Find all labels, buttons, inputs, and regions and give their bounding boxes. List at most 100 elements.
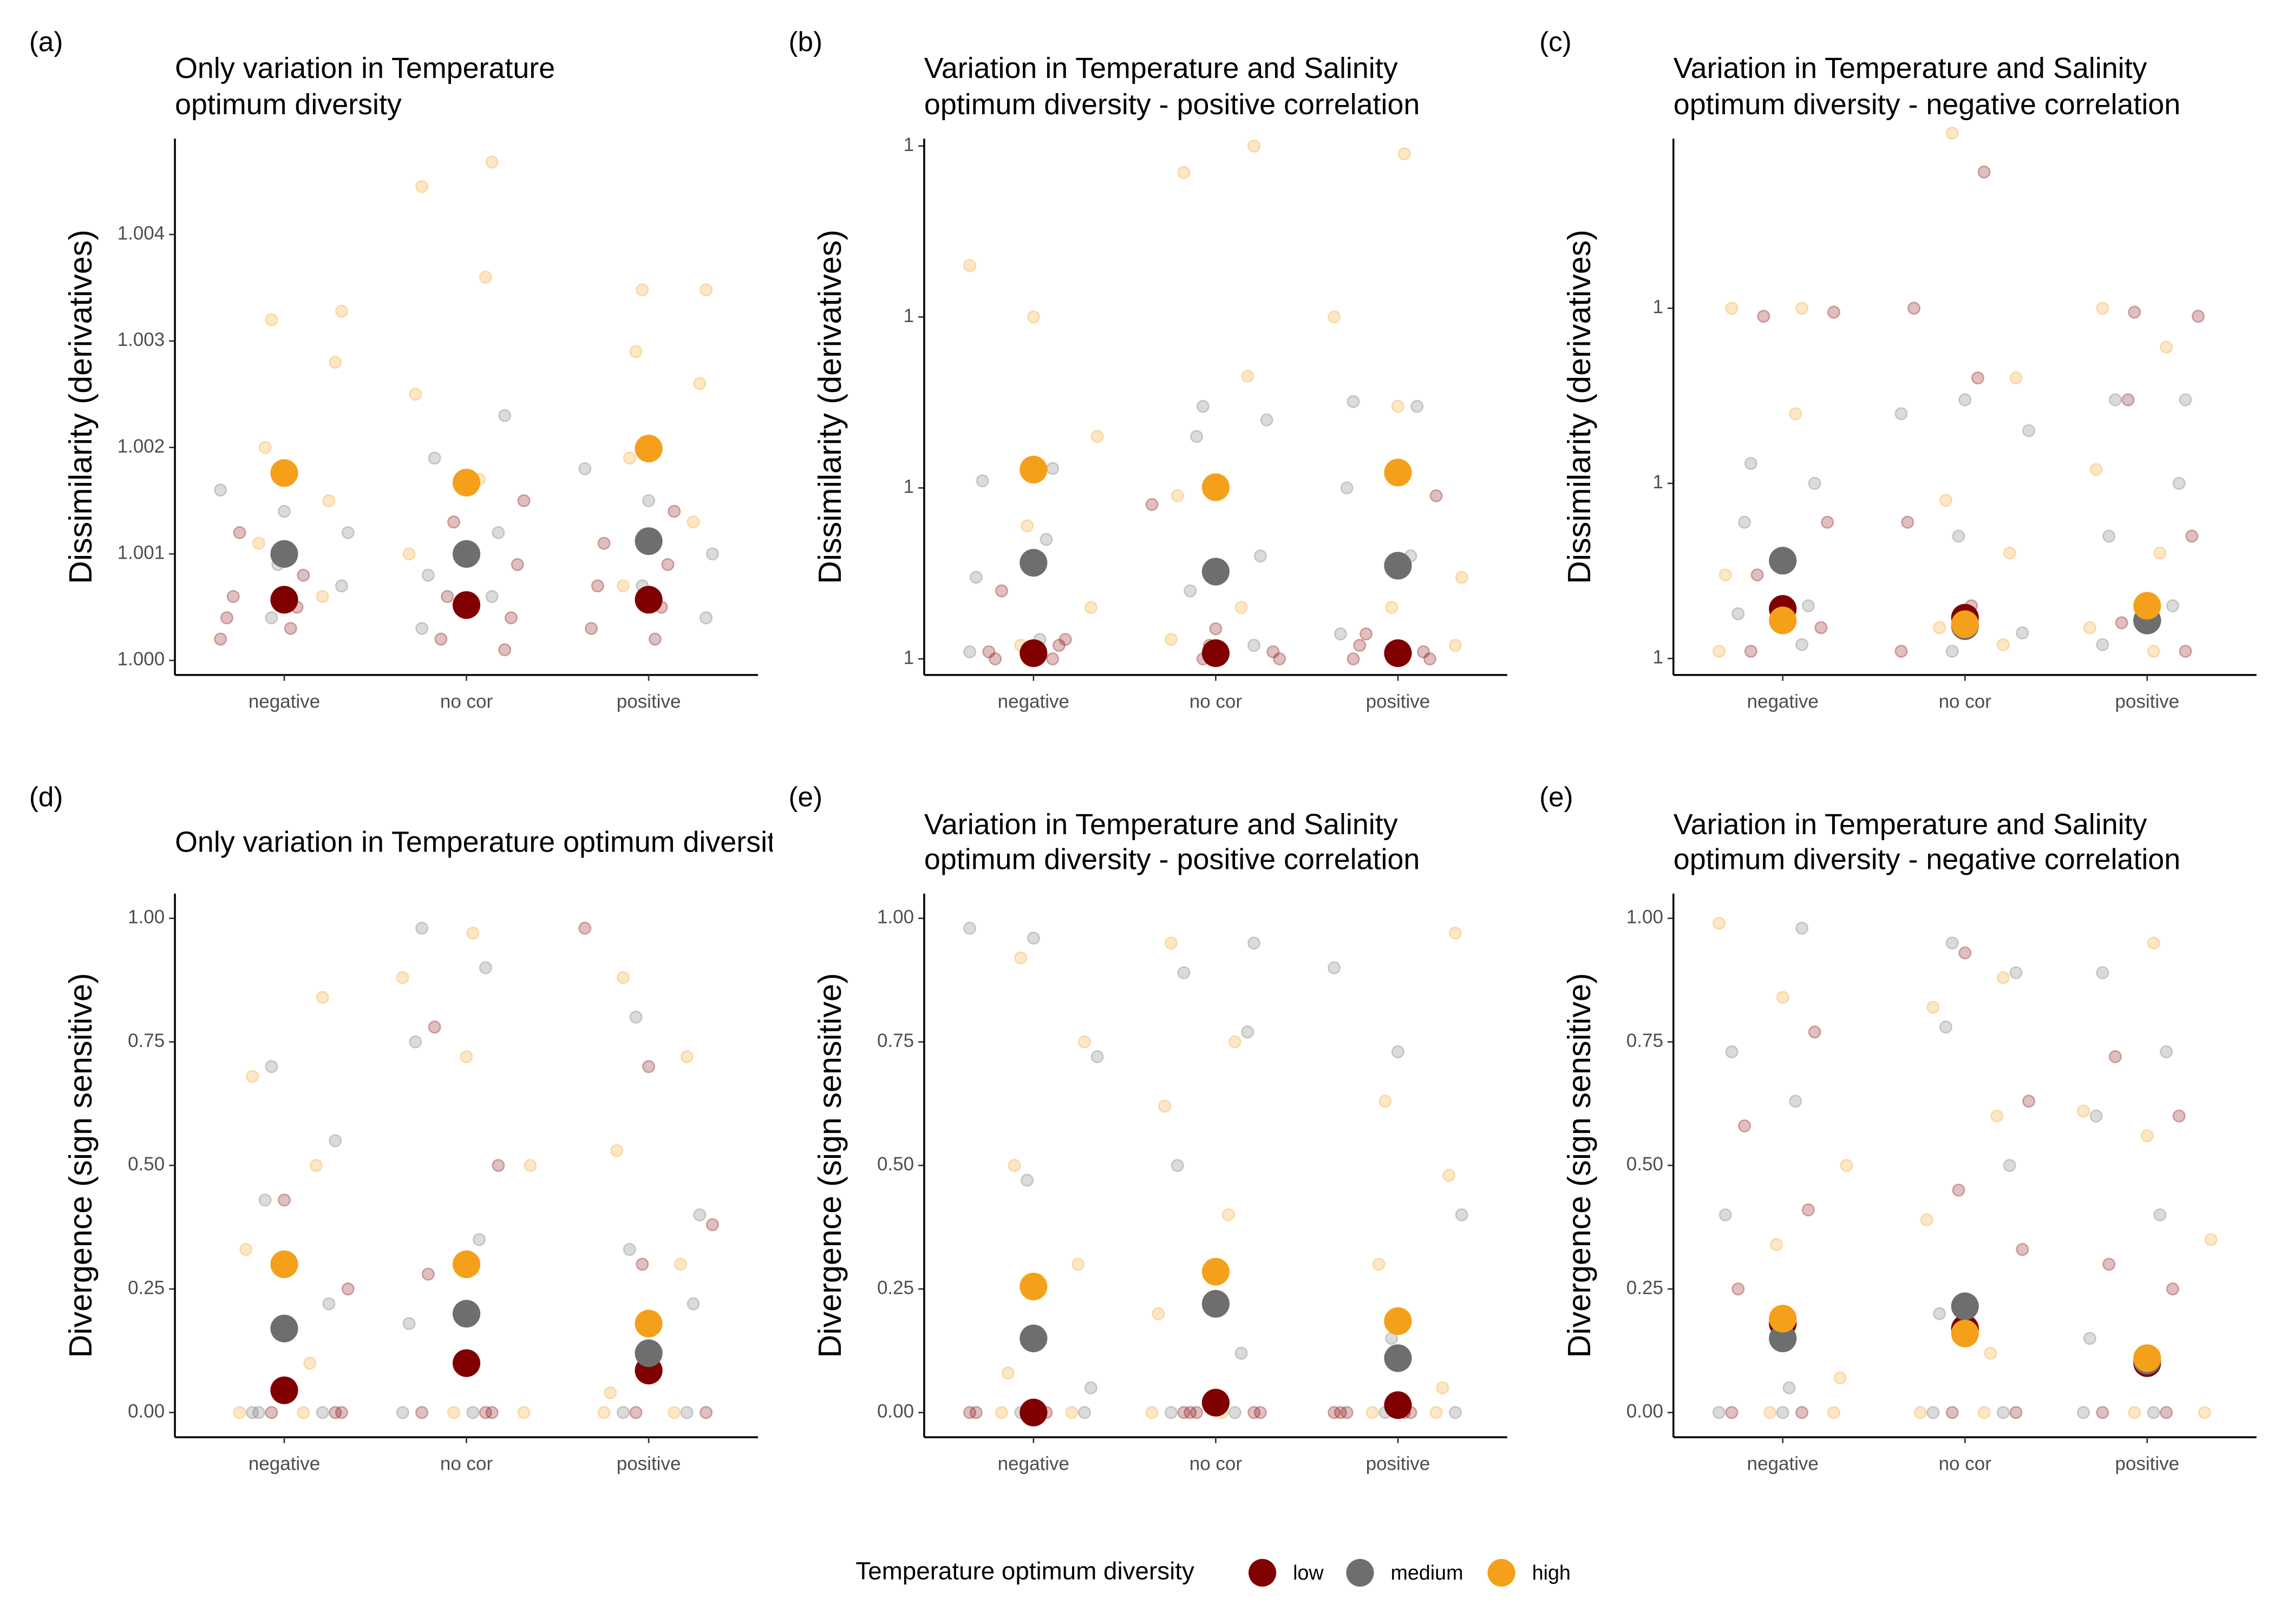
x-tick-label: negative	[249, 691, 320, 712]
legend-swatch	[1248, 1558, 1277, 1587]
data-point	[233, 526, 246, 540]
data-point	[504, 611, 518, 625]
data-point	[335, 304, 349, 318]
data-point	[1801, 1203, 1815, 1217]
data-point	[597, 1406, 611, 1419]
y-tick-label: 1.00	[877, 907, 914, 928]
data-point	[1939, 1020, 1953, 1034]
mean-point	[1384, 639, 1412, 667]
data-point	[1190, 430, 1204, 443]
data-point	[2147, 936, 2160, 950]
panel-tag: (e)	[1539, 781, 1573, 812]
data-point	[1455, 571, 1468, 584]
data-point	[1077, 1406, 1092, 1419]
data-point	[1958, 393, 1972, 407]
data-point	[1065, 1406, 1079, 1419]
data-point	[1894, 407, 1908, 421]
data-point	[578, 921, 592, 935]
data-point	[1833, 1371, 1847, 1385]
chart-title: Variation in Temperature and Salinity	[924, 808, 1398, 841]
data-point	[1071, 1258, 1085, 1271]
data-point	[1913, 1406, 1927, 1419]
data-point	[1090, 1050, 1104, 1064]
data-point	[636, 1258, 649, 1271]
data-point	[309, 1158, 323, 1172]
mean-point	[635, 1309, 663, 1338]
data-point	[329, 356, 342, 369]
data-point	[421, 568, 435, 582]
data-point	[2016, 626, 2029, 640]
data-point	[322, 1297, 336, 1311]
y-tick-label: 1.000	[117, 649, 165, 670]
data-point	[297, 1406, 310, 1419]
data-point	[1977, 165, 1991, 179]
data-point	[1058, 633, 1072, 646]
data-point	[1814, 621, 1828, 634]
y-axis-label: Divergence (sign sensitive)	[62, 973, 99, 1358]
chart-title: optimum diversity - positive correlation	[924, 843, 1420, 876]
data-point	[316, 991, 329, 1004]
mean-point	[1769, 1305, 1797, 1333]
data-point	[1750, 568, 1764, 582]
data-point	[1266, 645, 1280, 659]
data-point	[1385, 600, 1399, 614]
data-point	[415, 921, 429, 935]
data-point	[2166, 1282, 2180, 1296]
mean-point	[1769, 547, 1797, 575]
data-point	[642, 1060, 656, 1073]
title-group: Variation in Temperature and Salinityopt…	[1674, 808, 2180, 876]
data-point	[705, 547, 719, 561]
data-point	[441, 590, 454, 604]
mean-point	[270, 540, 298, 568]
mean-point	[1384, 552, 1412, 580]
mean-point	[1384, 459, 1412, 487]
mean-point	[270, 459, 298, 487]
data-point	[1196, 400, 1210, 413]
data-point	[258, 1193, 272, 1207]
data-point	[674, 1258, 688, 1271]
legend-title: Temperature optimum diversity	[855, 1557, 1194, 1584]
data-point	[1920, 1213, 1933, 1227]
y-tick-label: 1	[904, 476, 914, 497]
data-point	[2009, 371, 2023, 385]
data-point	[341, 1282, 355, 1296]
data-point	[265, 313, 278, 326]
y-tick-label: 0.00	[128, 1401, 165, 1422]
y-tick-label: 0.25	[877, 1277, 914, 1298]
y-tick-label: 1	[1652, 472, 1663, 493]
data-point	[1234, 1346, 1248, 1360]
data-point	[341, 526, 355, 540]
data-point	[1448, 1406, 1462, 1419]
data-point	[578, 462, 592, 476]
data-point	[1391, 400, 1405, 413]
mean-point	[1384, 1344, 1412, 1372]
data-point	[402, 547, 416, 561]
data-point	[1247, 936, 1261, 950]
data-point	[511, 558, 524, 572]
data-point	[2009, 966, 2023, 979]
data-point	[1077, 1035, 1092, 1049]
data-point	[1164, 936, 1178, 950]
data-point	[963, 259, 977, 272]
data-point	[1725, 1406, 1739, 1419]
data-point	[693, 377, 707, 390]
data-point	[1795, 302, 1809, 315]
y-tick-label: 1	[904, 134, 914, 155]
data-point	[1241, 1025, 1254, 1039]
data-point	[1840, 1158, 1853, 1172]
data-point	[1177, 1406, 1191, 1419]
data-point	[1184, 584, 1197, 598]
data-point	[1945, 644, 1959, 658]
data-point	[1328, 310, 1341, 324]
data-point	[680, 1050, 694, 1064]
data-point	[517, 494, 531, 508]
data-point	[976, 474, 989, 488]
data-point	[258, 441, 272, 454]
data-point	[1939, 494, 1953, 507]
data-point	[460, 1050, 473, 1064]
data-point	[1737, 515, 1752, 529]
data-point	[2089, 1109, 2103, 1123]
data-point	[466, 1406, 480, 1419]
data-point	[1353, 639, 1367, 652]
y-tick-label: 1.002	[117, 436, 165, 457]
